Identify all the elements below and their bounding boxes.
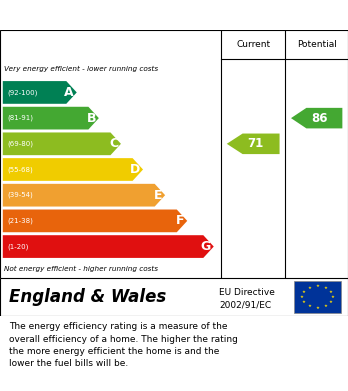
Text: ★: ★ — [308, 286, 312, 290]
Text: ★: ★ — [316, 285, 319, 289]
Text: England & Wales: England & Wales — [9, 288, 166, 306]
Text: 71: 71 — [248, 137, 264, 150]
Polygon shape — [3, 210, 187, 232]
Polygon shape — [3, 81, 77, 104]
Polygon shape — [3, 107, 99, 129]
Text: D: D — [130, 163, 140, 176]
Text: C: C — [109, 137, 118, 150]
Text: ★: ★ — [323, 304, 327, 308]
Text: Potential: Potential — [297, 40, 337, 49]
Text: ★: ★ — [329, 300, 333, 304]
Text: Current: Current — [236, 40, 270, 49]
Text: E: E — [154, 189, 162, 202]
Text: (69-80): (69-80) — [7, 140, 33, 147]
Text: F: F — [176, 214, 184, 228]
Text: (55-68): (55-68) — [7, 166, 33, 173]
Text: Energy Efficiency Rating: Energy Efficiency Rating — [9, 8, 219, 23]
Text: ★: ★ — [300, 295, 304, 299]
Text: (21-38): (21-38) — [7, 218, 33, 224]
Text: (39-54): (39-54) — [7, 192, 33, 199]
Text: ★: ★ — [329, 290, 333, 294]
Text: 86: 86 — [311, 111, 327, 125]
Polygon shape — [3, 235, 214, 258]
Text: ★: ★ — [302, 290, 306, 294]
Text: G: G — [201, 240, 211, 253]
Text: A: A — [64, 86, 74, 99]
Text: 2002/91/EC: 2002/91/EC — [219, 300, 271, 309]
Polygon shape — [227, 134, 279, 154]
Text: The energy efficiency rating is a measure of the
overall efficiency of a home. T: The energy efficiency rating is a measur… — [9, 322, 238, 368]
Text: ★: ★ — [302, 300, 306, 304]
Text: EU Directive: EU Directive — [219, 288, 275, 297]
Text: (81-91): (81-91) — [7, 115, 33, 121]
Text: Very energy efficient - lower running costs: Very energy efficient - lower running co… — [4, 66, 158, 72]
Text: ★: ★ — [316, 305, 319, 310]
Text: B: B — [87, 111, 96, 125]
Polygon shape — [3, 158, 143, 181]
Bar — [294, 281, 341, 313]
Text: ★: ★ — [323, 286, 327, 290]
Polygon shape — [3, 184, 165, 206]
Polygon shape — [3, 133, 121, 155]
Text: (1-20): (1-20) — [7, 243, 28, 250]
Text: ★: ★ — [308, 304, 312, 308]
Text: ★: ★ — [331, 295, 335, 299]
Text: (92-100): (92-100) — [7, 89, 37, 96]
Polygon shape — [291, 108, 342, 128]
Text: Not energy efficient - higher running costs: Not energy efficient - higher running co… — [4, 265, 158, 272]
